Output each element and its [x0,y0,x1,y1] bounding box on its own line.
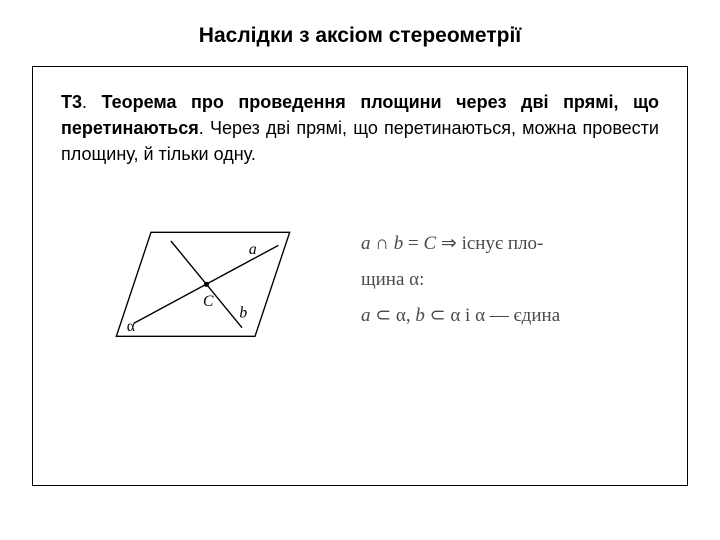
math-var-alpha: α [409,269,419,290]
math-var-c: C [423,233,436,254]
math-var-a2: a [361,305,371,326]
theorem-number: Т3 [61,92,82,112]
label-b: b [239,305,247,322]
figure-row: a b C α a ∩ b = C ⇒ існує пло- щина α: a… [61,195,659,365]
math-colon: : [419,269,424,290]
math-text-3: єдина [514,305,561,326]
math-var-b: b [394,233,404,254]
math-var-b2: b [415,305,425,326]
math-op-sub2: ⊂ [425,305,450,326]
math-var-alpha2: α [450,305,460,326]
plane-parallelogram [116,233,289,337]
page-title: Наслідки з аксіом стереометрії [0,0,720,66]
math-and: і [460,305,475,326]
math-line-2: щина α: [361,262,560,298]
label-c: C [203,293,214,310]
math-line-3: a ⊂ α, b ⊂ α і α — єдина [361,298,560,334]
label-a: a [249,241,257,258]
math-block: a ∩ b = C ⇒ існує пло- щина α: a ⊂ α, b … [361,226,560,334]
math-var-a: a [361,233,371,254]
plane-diagram: a b C α [73,195,333,365]
math-comma: , [406,305,416,326]
content-box: Т3. Теорема про проведення площини через… [32,66,688,486]
label-alpha: α [127,318,135,335]
point-c [204,282,209,287]
math-op-eq: = [403,233,423,254]
math-text-1: існує пло- [462,233,544,254]
math-op-cap: ∩ [371,233,394,254]
math-var-alpha1: α [396,305,406,326]
theorem-period: . [82,92,102,112]
math-var-alpha3: α [475,305,485,326]
math-op-impl: ⇒ [436,233,461,254]
math-line-1: a ∩ b = C ⇒ існує пло- [361,226,560,262]
math-dash: — [485,305,514,326]
theorem-paragraph: Т3. Теорема про проведення площини через… [61,89,659,167]
math-op-sub1: ⊂ [371,305,396,326]
math-text-2: щина [361,269,409,290]
theorem-period2: . [199,118,210,138]
